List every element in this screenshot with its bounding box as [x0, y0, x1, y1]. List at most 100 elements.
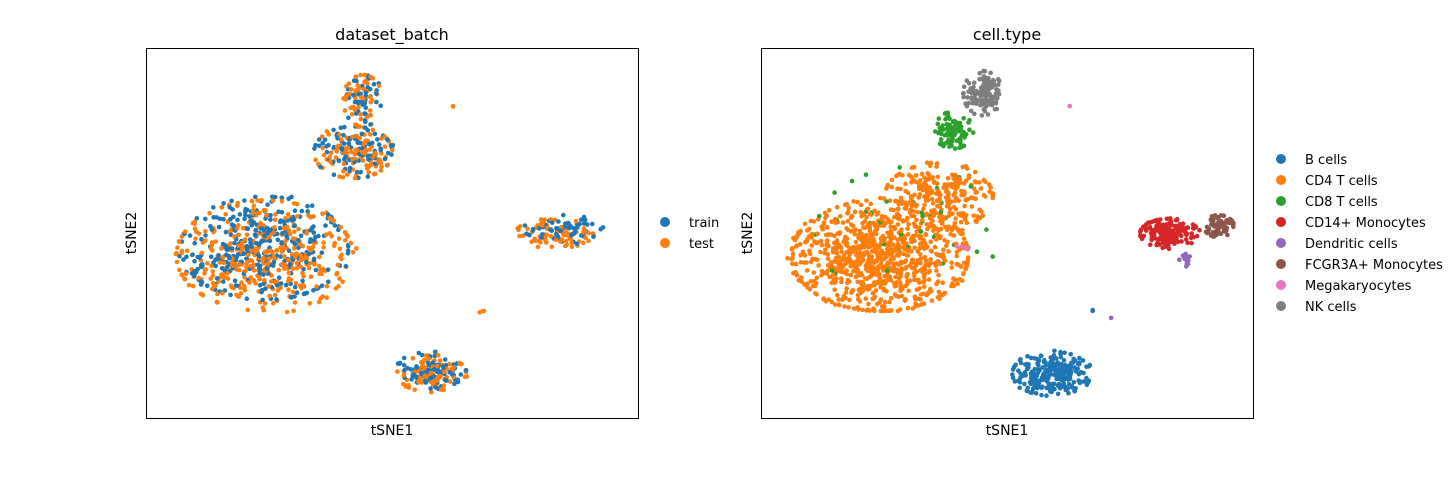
scatter-point-cd4-t-cells — [825, 268, 830, 274]
scatter-point-train — [241, 251, 247, 256]
scatter-point-fcgr3a-monocytes — [1210, 232, 1215, 237]
scatter-point-cd4-t-cells — [874, 212, 879, 217]
scatter-points — [173, 72, 606, 395]
scatter-point-train — [268, 217, 273, 222]
scatter-point-cd4-t-cells — [979, 209, 984, 214]
scatter-point-cd4-t-cells — [924, 211, 930, 217]
scatter-point-train — [208, 254, 214, 259]
scatter-point-train — [225, 264, 230, 270]
scatter-point-cd8-t-cells — [966, 120, 971, 125]
scatter-point-train — [292, 208, 298, 213]
legend-label: CD4 T cells — [1305, 174, 1378, 189]
scatter-point-test — [213, 239, 218, 244]
scatter-point-cd4-t-cells — [851, 268, 856, 274]
scatter-point-train — [262, 286, 268, 292]
scatter-point-cd8-t-cells — [938, 210, 944, 215]
scatter-point-test — [300, 270, 305, 276]
scatter-point-train — [283, 282, 289, 288]
scatter-point-cd4-t-cells — [834, 276, 839, 281]
scatter-point-cd4-t-cells — [900, 239, 905, 245]
scatter-point-train — [376, 142, 382, 147]
scatter-point-b-cells — [1062, 350, 1067, 356]
scatter-point-train — [463, 367, 469, 373]
scatter-point-cd4-t-cells — [917, 280, 922, 285]
scatter-point-cd4-t-cells — [887, 274, 893, 280]
legend-label: test — [689, 237, 714, 252]
scatter-point-cd4-t-cells — [858, 280, 864, 286]
scatter-point-cd4-t-cells — [807, 251, 813, 256]
scatter-point-cd4-t-cells — [886, 251, 892, 257]
scatter-point-test — [267, 293, 273, 299]
scatter-point-test — [263, 208, 268, 213]
scatter-point-cd4-t-cells — [943, 224, 948, 230]
scatter-point-b-cells — [1035, 378, 1040, 384]
scatter-point-cd4-t-cells — [929, 208, 934, 214]
scatter-point-test — [345, 172, 350, 177]
scatter-point-train — [416, 350, 422, 356]
scatter-point-cd4-t-cells — [956, 262, 961, 268]
scatter-point-cd4-t-cells — [922, 202, 927, 208]
scatter-point-cd4-t-cells — [945, 189, 951, 195]
scatter-point-train — [371, 81, 377, 87]
scatter-point-cd4-t-cells — [906, 222, 911, 227]
scatter-point-cd4-t-cells — [827, 274, 832, 280]
scatter-point-b-cells — [1051, 353, 1057, 358]
scatter-point-train — [426, 362, 432, 368]
scatter-point-b-cells — [1018, 371, 1023, 377]
scatter-point-cd4-t-cells — [857, 286, 862, 292]
scatter-point-test — [348, 240, 354, 246]
scatter-point-test — [179, 250, 185, 256]
scatter-point-test — [370, 76, 376, 81]
scatter-point-cd14-monocytes — [1173, 224, 1179, 230]
scatter-point-nk-cells — [983, 82, 989, 87]
scatter-point-cd8-t-cells — [849, 178, 855, 184]
scatter-point-cd4-t-cells — [864, 233, 869, 238]
scatter-point-cd4-t-cells — [794, 233, 800, 239]
scatter-point-cd4-t-cells — [969, 204, 975, 209]
scatter-point-train — [299, 208, 305, 214]
scatter-point-train — [311, 288, 316, 293]
scatter-point-train — [214, 215, 219, 220]
scatter-point-train — [220, 241, 226, 247]
scatter-point-cd8-t-cells — [970, 130, 976, 135]
scatter-point-cd4-t-cells — [976, 180, 982, 185]
scatter-point-b-cells — [1059, 377, 1065, 383]
scatter-point-test — [242, 237, 248, 242]
scatter-point-cd4-t-cells — [808, 259, 814, 265]
scatter-point-test — [337, 276, 342, 281]
scatter-point-test — [242, 275, 247, 280]
scatter-point-train — [244, 296, 250, 302]
scatter-point-cd4-t-cells — [963, 197, 969, 203]
scatter-point-cd4-t-cells — [892, 292, 898, 297]
scatter-point-test — [294, 265, 300, 271]
scatter-point-train — [284, 233, 289, 239]
scatter-point-train — [272, 194, 278, 200]
scatter-point-b-cells — [1055, 374, 1060, 380]
scatter-point-train — [409, 377, 414, 382]
scatter-point-nk-cells — [966, 81, 972, 86]
scatter-point-nk-cells — [984, 77, 989, 83]
scatter-point-cd4-t-cells — [914, 217, 919, 223]
scatter-point-cd4-t-cells — [848, 215, 854, 220]
scatter-point-cd4-t-cells — [914, 229, 919, 234]
scatter-point-cd4-t-cells — [935, 174, 941, 180]
scatter-point-train — [242, 216, 247, 222]
scatter-point-cd4-t-cells — [812, 278, 817, 284]
scatter-point-cd4-t-cells — [925, 291, 930, 296]
scatter-point-test — [459, 362, 464, 367]
scatter-point-cd4-t-cells — [909, 234, 915, 240]
scatter-point-train — [199, 279, 205, 285]
scatter-point-test — [182, 277, 188, 282]
scatter-point-train — [311, 256, 317, 262]
scatter-point-cd4-t-cells — [871, 307, 876, 312]
scatter-point-train — [313, 267, 319, 273]
scatter-point-cd4-t-cells — [927, 185, 932, 190]
scatter-point-train — [268, 213, 273, 218]
scatter-point-train — [363, 105, 369, 110]
legend: B cells CD4 T cells CD8 T cells CD14+ Monoc… — [1276, 153, 1443, 315]
scatter-point-test — [350, 157, 355, 162]
scatter-point-cd4-t-cells — [835, 231, 840, 236]
scatter-point-test — [196, 275, 202, 281]
scatter-point-nk-cells — [997, 78, 1002, 84]
